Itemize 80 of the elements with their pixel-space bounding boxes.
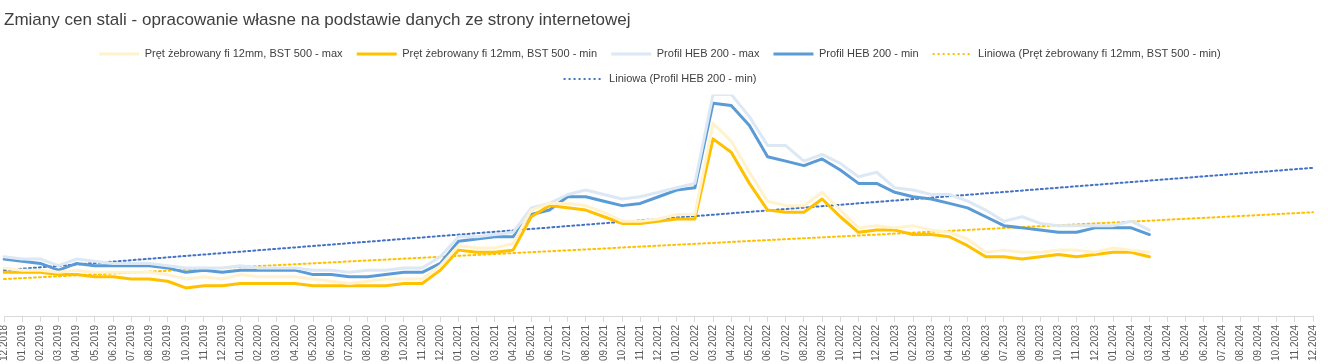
x-tick-label: 12.2018 [0,324,9,362]
x-tick-label: 01.2023 [888,324,900,362]
x-tick-label: 08.2022 [797,324,809,362]
x-tick-label: 01.2019 [15,324,27,362]
x-tick-label: 05.2021 [524,324,536,362]
x-tick-label: 11.2022 [852,324,864,361]
x-tick-label: 10.2022 [834,324,846,362]
x-tick-label: 09.2024 [1252,324,1264,362]
x-tick-label: 02.2022 [688,324,700,362]
x-tick-label: 10.2021 [615,324,627,362]
x-tick-label: 10.2020 [397,324,409,362]
x-tick-label: 06.2024 [1197,324,1209,362]
x-tick-label: 11.2024 [1288,324,1300,361]
x-tick-label: 01.2021 [452,324,464,362]
x-tick-label: 11.2020 [415,324,427,361]
legend-label: Pręt żebrowany fi 12mm, BST 500 - min [402,46,598,59]
x-tick-label: 10.2019 [179,324,191,362]
x-tick-label: 04.2021 [506,324,518,362]
x-tick-label: 09.2023 [1034,324,1046,362]
x-tick-label: 11.2021 [634,324,646,361]
x-tick-label: 02.2020 [252,324,264,362]
x-tick-label: 05.2019 [88,324,100,362]
x-tick-label: 12.2019 [215,324,227,362]
x-tick-label: 04.2022 [724,324,736,362]
x-tick-label: 05.2023 [961,324,973,362]
x-tick-label: 07.2022 [779,324,791,362]
x-tick-label: 03.2019 [52,324,64,362]
x-tick-label: 04.2020 [288,324,300,362]
x-tick-label: 06.2023 [979,324,991,362]
x-tick-label: 12.2021 [652,324,664,362]
x-tick-label: 02.2021 [470,324,482,362]
x-tick-label: 04.2023 [943,324,955,362]
x-tick-label: 02.2024 [1124,324,1136,362]
x-tick-label: 03.2021 [488,324,500,362]
x-tick-label: 09.2020 [379,324,391,362]
x-tick-label: 07.2023 [997,324,1009,362]
x-tick-label: 08.2024 [1234,324,1246,362]
x-tick-label: 03.2023 [924,324,936,362]
x-tick-label: 04.2024 [1161,324,1173,362]
x-tick-label: 11.2019 [197,324,209,361]
legend-label: Profil HEB 200 - min [818,46,919,59]
x-tick-label: 08.2021 [579,324,591,362]
x-tick-label: 07.2024 [1215,324,1227,362]
x-tick-label: 01.2024 [1106,324,1118,362]
x-tick-label: 09.2019 [161,324,173,362]
x-tick-label: 04.2019 [70,324,82,362]
x-tick-label: 12.2020 [434,324,446,362]
x-tick-label: 07.2019 [125,324,137,362]
x-tick-label: 09.2021 [597,324,609,362]
x-tick-label: 06.2020 [325,324,336,362]
x-tick-label: 08.2019 [143,324,155,362]
x-tick-label: 07.2020 [343,324,355,362]
x-tick-label: 03.2020 [270,324,282,362]
x-tick-label: 12.2024 [1306,324,1318,362]
x-tick-label: 07.2021 [561,324,573,362]
x-tick-label: 06.2021 [543,324,555,362]
x-tick-label: 06.2022 [761,324,773,362]
x-tick-label: 03.2022 [706,324,718,362]
x-tick-label: 06.2019 [106,324,118,362]
legend-label: Liniowa (Profil HEB 200 - min) [609,71,757,84]
x-tick-label: 11.2023 [1070,324,1082,361]
x-tick-label: 05.2022 [743,324,755,362]
x-tick-label: 05.2024 [1179,324,1191,362]
x-tick-label: 01.2022 [670,324,682,362]
x-tick-label: 03.2024 [1143,324,1155,362]
x-tick-label: 08.2023 [1015,324,1027,362]
x-tick-label: 12.2023 [1088,324,1100,362]
legend-label: Pręt żebrowany fi 12mm, BST 500 - max [144,46,344,59]
x-tick-label: 05.2020 [306,324,318,362]
x-tick-label: 01.2020 [234,324,246,362]
legend-label: Profil HEB 200 - max [656,46,760,59]
x-tick-label: 10.2023 [1052,324,1064,362]
x-tick-label: 09.2022 [815,324,827,362]
x-tick-label: 08.2020 [361,324,373,362]
legend-label: Liniowa (Pręt żebrowany fi 12mm, BST 500 - min) [978,46,1221,59]
x-tick-label: 12.2022 [870,324,882,362]
x-tick-label: 10.2024 [1270,324,1282,362]
chart-title: Zmiany cen stali - opracowanie własne na podstawie danych ze strony internetowej [4,9,631,29]
x-tick-label: 02.2019 [34,324,46,362]
x-tick-label: 02.2023 [906,324,918,362]
